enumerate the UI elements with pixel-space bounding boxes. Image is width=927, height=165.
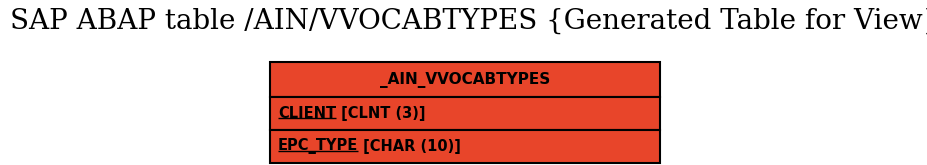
Text: SAP ABAP table /AIN/VVOCABTYPES {Generated Table for View}: SAP ABAP table /AIN/VVOCABTYPES {Generat…	[10, 8, 927, 35]
Text: EPC_TYPE: EPC_TYPE	[278, 138, 358, 154]
Bar	[270, 62, 660, 97]
Bar	[270, 97, 660, 130]
Text: [CLNT (3)]: [CLNT (3)]	[337, 106, 425, 121]
Bar	[270, 130, 660, 163]
Text: CLIENT: CLIENT	[278, 106, 337, 121]
Text: [CHAR (10)]: [CHAR (10)]	[358, 139, 461, 154]
Text: _AIN_VVOCABTYPES: _AIN_VVOCABTYPES	[380, 71, 550, 87]
